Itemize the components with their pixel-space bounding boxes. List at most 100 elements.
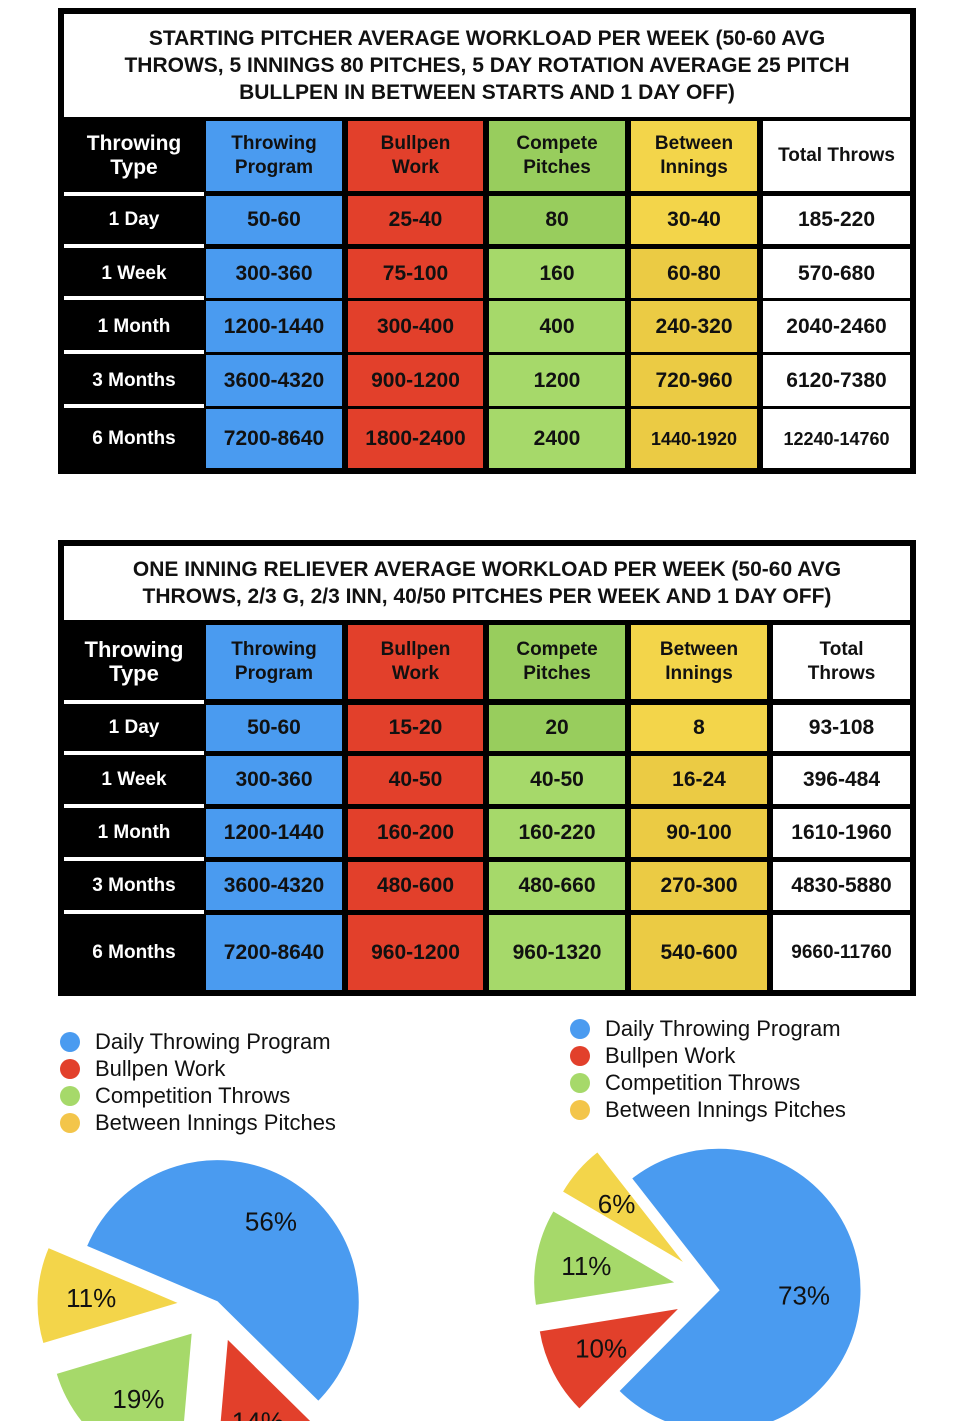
cell-program: 3600-4320: [206, 862, 342, 910]
pie-slice-compete: [55, 1332, 193, 1421]
title-line: STARTING PITCHER AVERAGE WORKLOAD PER WE…: [148, 27, 826, 50]
cell-compete: 20: [489, 705, 625, 751]
header-throwing-program: Throwing Program: [206, 625, 342, 699]
pie-label-between: 6%: [598, 1189, 636, 1219]
legend-item: Competition Throws: [60, 1082, 336, 1109]
cell-compete: 960-1320: [489, 915, 625, 990]
cell-compete: 480-660: [489, 862, 625, 910]
cell-compete: 40-50: [489, 756, 625, 804]
row-divider: [64, 296, 204, 300]
cell-program: 1200-1440: [206, 809, 342, 857]
legend-dot-compete: [60, 1085, 80, 1106]
cell-program: 7200-8640: [206, 409, 342, 468]
cell-compete: 80: [489, 196, 625, 244]
cell-program: 3600-4320: [206, 355, 342, 406]
legend-item: Daily Throwing Program: [570, 1015, 846, 1042]
pie-slice-between: [36, 1246, 181, 1345]
cell-compete: 2400: [489, 409, 625, 468]
cell-compete: 1200: [489, 355, 625, 406]
header-bullpen-work: Bullpen Work: [348, 121, 483, 191]
row-label: 3 Months: [92, 875, 176, 896]
header-throwing-type: Throwing Type: [86, 132, 182, 179]
cell-bullpen: 900-1200: [348, 355, 483, 406]
title-line: THROWS, 2/3 G, 2/3 INN, 40/50 PITCHES PE…: [142, 585, 832, 608]
cell-total: 2040-2460: [763, 301, 910, 352]
pie-label-bullpen: 14%: [232, 1406, 284, 1421]
row-divider: [64, 751, 204, 755]
pie-label-compete: 11%: [561, 1251, 611, 1281]
cell-between: 270-300: [631, 862, 767, 910]
cell-total: 1610-1960: [773, 809, 910, 857]
row-label: 1 Day: [108, 717, 160, 738]
cell-compete: 160-220: [489, 809, 625, 857]
cell-program: 300-360: [206, 249, 342, 298]
cell-between: 30-40: [631, 196, 757, 244]
row-label: 1 Month: [97, 315, 171, 337]
pie-slice-bullpen: [538, 1307, 681, 1410]
legend-dot-between: [60, 1112, 80, 1133]
cell-between: 60-80: [631, 249, 757, 298]
header-throwing-type: Throwing Type: [84, 637, 184, 686]
cell-between: 90-100: [631, 809, 767, 857]
cell-compete: 400: [489, 301, 625, 352]
cell-compete: 160: [489, 249, 625, 298]
legend-label: Daily Throwing Program: [605, 1015, 841, 1041]
legend-dot-between: [570, 1099, 590, 1120]
row-label: 1 Week: [101, 769, 167, 790]
cell-bullpen: 75-100: [348, 249, 483, 298]
row-divider: [64, 244, 204, 248]
cell-between: 1440-1920: [631, 409, 757, 468]
legend-item: Competition Throws: [570, 1069, 846, 1096]
cell-program: 1200-1440: [206, 301, 342, 352]
pie-slice-program: [85, 1159, 360, 1403]
pie-chart-reliever: 73% 10% 11% 6%: [533, 1147, 862, 1421]
cell-program: 50-60: [206, 196, 342, 244]
pie-label-compete: 19%: [112, 1384, 164, 1414]
legend-dot-compete: [570, 1072, 590, 1093]
cell-total: 570-680: [763, 249, 910, 298]
cell-bullpen: 160-200: [348, 809, 483, 857]
header-bullpen-work: Bullpen Work: [348, 625, 483, 699]
legend-item: Bullpen Work: [570, 1042, 846, 1069]
pie-slice-between: [561, 1151, 686, 1265]
pie-label-program: 73%: [778, 1280, 830, 1310]
pie-slice-bullpen: [219, 1337, 312, 1421]
row-divider: [64, 192, 204, 196]
row-label: 6 Months: [92, 941, 176, 963]
pie-legend-right: Daily Throwing Program Bullpen Work Comp…: [570, 1015, 846, 1123]
legend-item: Bullpen Work: [60, 1055, 336, 1082]
pie-chart-starting: 56% 14% 19% 11%: [36, 1159, 360, 1421]
cell-bullpen: 1800-2400: [348, 409, 483, 468]
header-between-innings: Between Innings: [631, 625, 767, 699]
cell-total: 6120-7380: [763, 355, 910, 406]
header-compete-pitches: Compete Pitches: [489, 625, 625, 699]
row-divider: [64, 350, 204, 354]
cell-between: 240-320: [631, 301, 757, 352]
legend-dot-program: [60, 1031, 80, 1052]
cell-total: 93-108: [773, 705, 910, 751]
header-between-innings: Between Innings: [631, 121, 757, 191]
pie-slice-program: [618, 1147, 862, 1421]
cell-total: 9660-11760: [773, 915, 910, 990]
table-title: STARTING PITCHER AVERAGE WORKLOAD PER WE…: [64, 14, 910, 117]
row-label: 1 Week: [101, 262, 167, 284]
legend-dot-bullpen: [570, 1045, 590, 1066]
pie-legend-left: Daily Throwing Program Bullpen Work Comp…: [60, 1028, 336, 1136]
title-line: THROWS, 5 INNINGS 80 PITCHES, 5 DAY ROTA…: [124, 54, 850, 77]
pie-slice-compete: [533, 1210, 678, 1306]
cell-between: 16-24: [631, 756, 767, 804]
legend-item: Between Innings Pitches: [570, 1096, 846, 1123]
cell-total: 185-220: [763, 196, 910, 244]
cell-bullpen: 40-50: [348, 756, 483, 804]
legend-item: Between Innings Pitches: [60, 1109, 336, 1136]
pie-label-program: 56%: [245, 1206, 297, 1236]
cell-total: 4830-5880: [773, 862, 910, 910]
header-compete-pitches: Compete Pitches: [489, 121, 625, 191]
row-label: 1 Month: [97, 822, 171, 843]
cell-program: 7200-8640: [206, 915, 342, 990]
reliever-table: ONE INNING RELIEVER AVERAGE WORKLOAD PER…: [58, 540, 916, 996]
starting-pitcher-table: STARTING PITCHER AVERAGE WORKLOAD PER WE…: [58, 8, 916, 474]
cell-bullpen: 300-400: [348, 301, 483, 352]
legend-label: Bullpen Work: [95, 1055, 226, 1081]
cell-total: 396-484: [773, 756, 910, 804]
